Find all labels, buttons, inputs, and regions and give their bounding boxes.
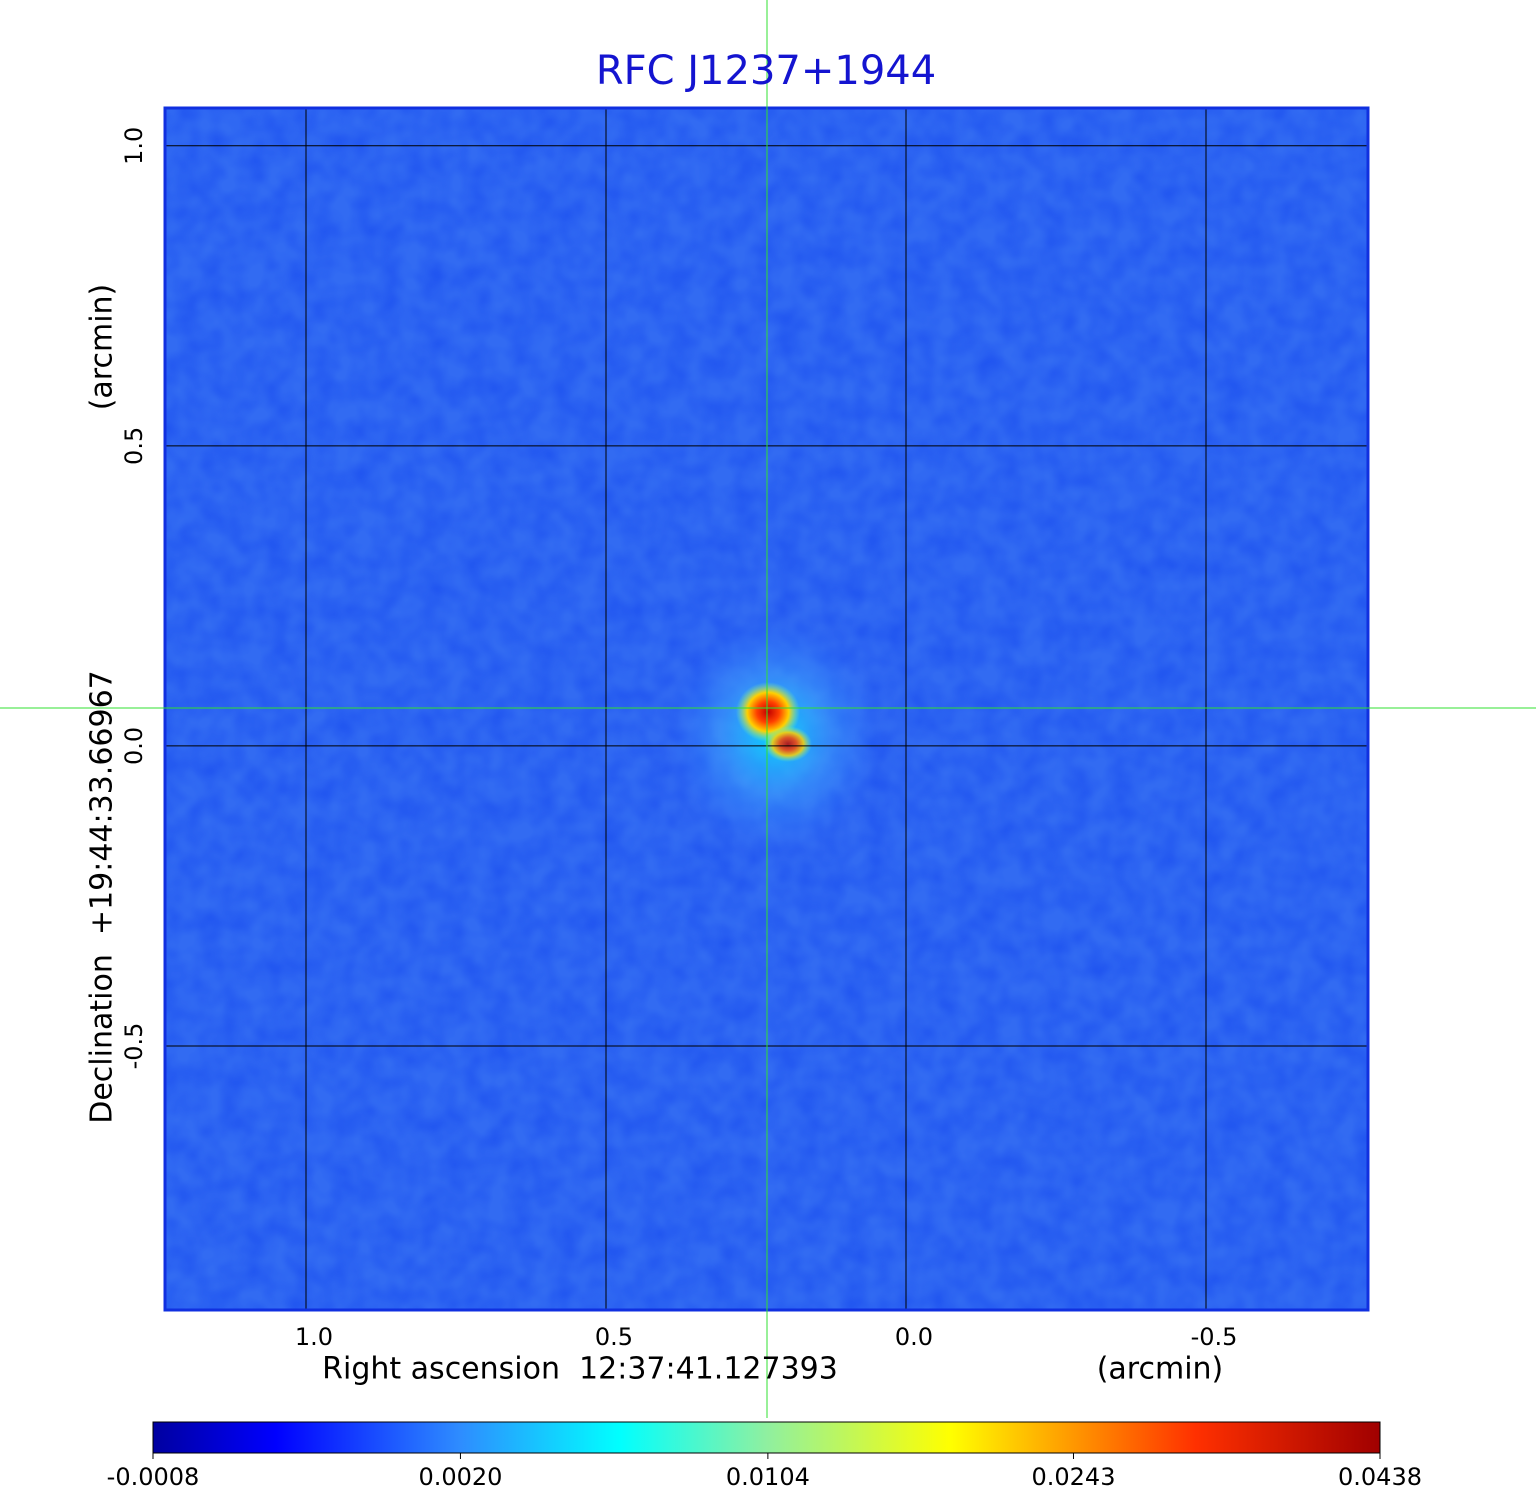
colorbar-tick-label: 0.0438: [1338, 1463, 1422, 1491]
colorbar-tick-label: 0.0104: [726, 1463, 810, 1491]
x-tick-label: 0.5: [595, 1323, 633, 1351]
chart-title: RFC J1237+1944: [596, 48, 936, 94]
source-core: [764, 726, 812, 762]
x-tick-label: -0.5: [1191, 1323, 1238, 1351]
y-tick-label: -0.5: [120, 1023, 148, 1070]
x-axis-unit: (arcmin): [1097, 1352, 1224, 1387]
y-tick-label: 1.0: [120, 127, 148, 165]
y-axis-unit: (arcmin): [85, 284, 120, 411]
colorbar: [152, 1421, 1381, 1454]
y-axis-label: Declination +19:44:33.66967: [85, 670, 120, 1124]
colorbar-tick-label: -0.0008: [107, 1463, 200, 1491]
y-tick-label: 0.5: [120, 427, 148, 465]
x-tick-label: 0.0: [895, 1323, 933, 1351]
x-axis-label: Right ascension 12:37:41.127393: [322, 1352, 838, 1387]
x-tick-label: 1.0: [295, 1323, 333, 1351]
colorbar-tick-label: 0.0243: [1031, 1463, 1115, 1491]
colorbar-tick-label: 0.0020: [418, 1463, 502, 1491]
y-tick-label: 0.0: [120, 727, 148, 765]
